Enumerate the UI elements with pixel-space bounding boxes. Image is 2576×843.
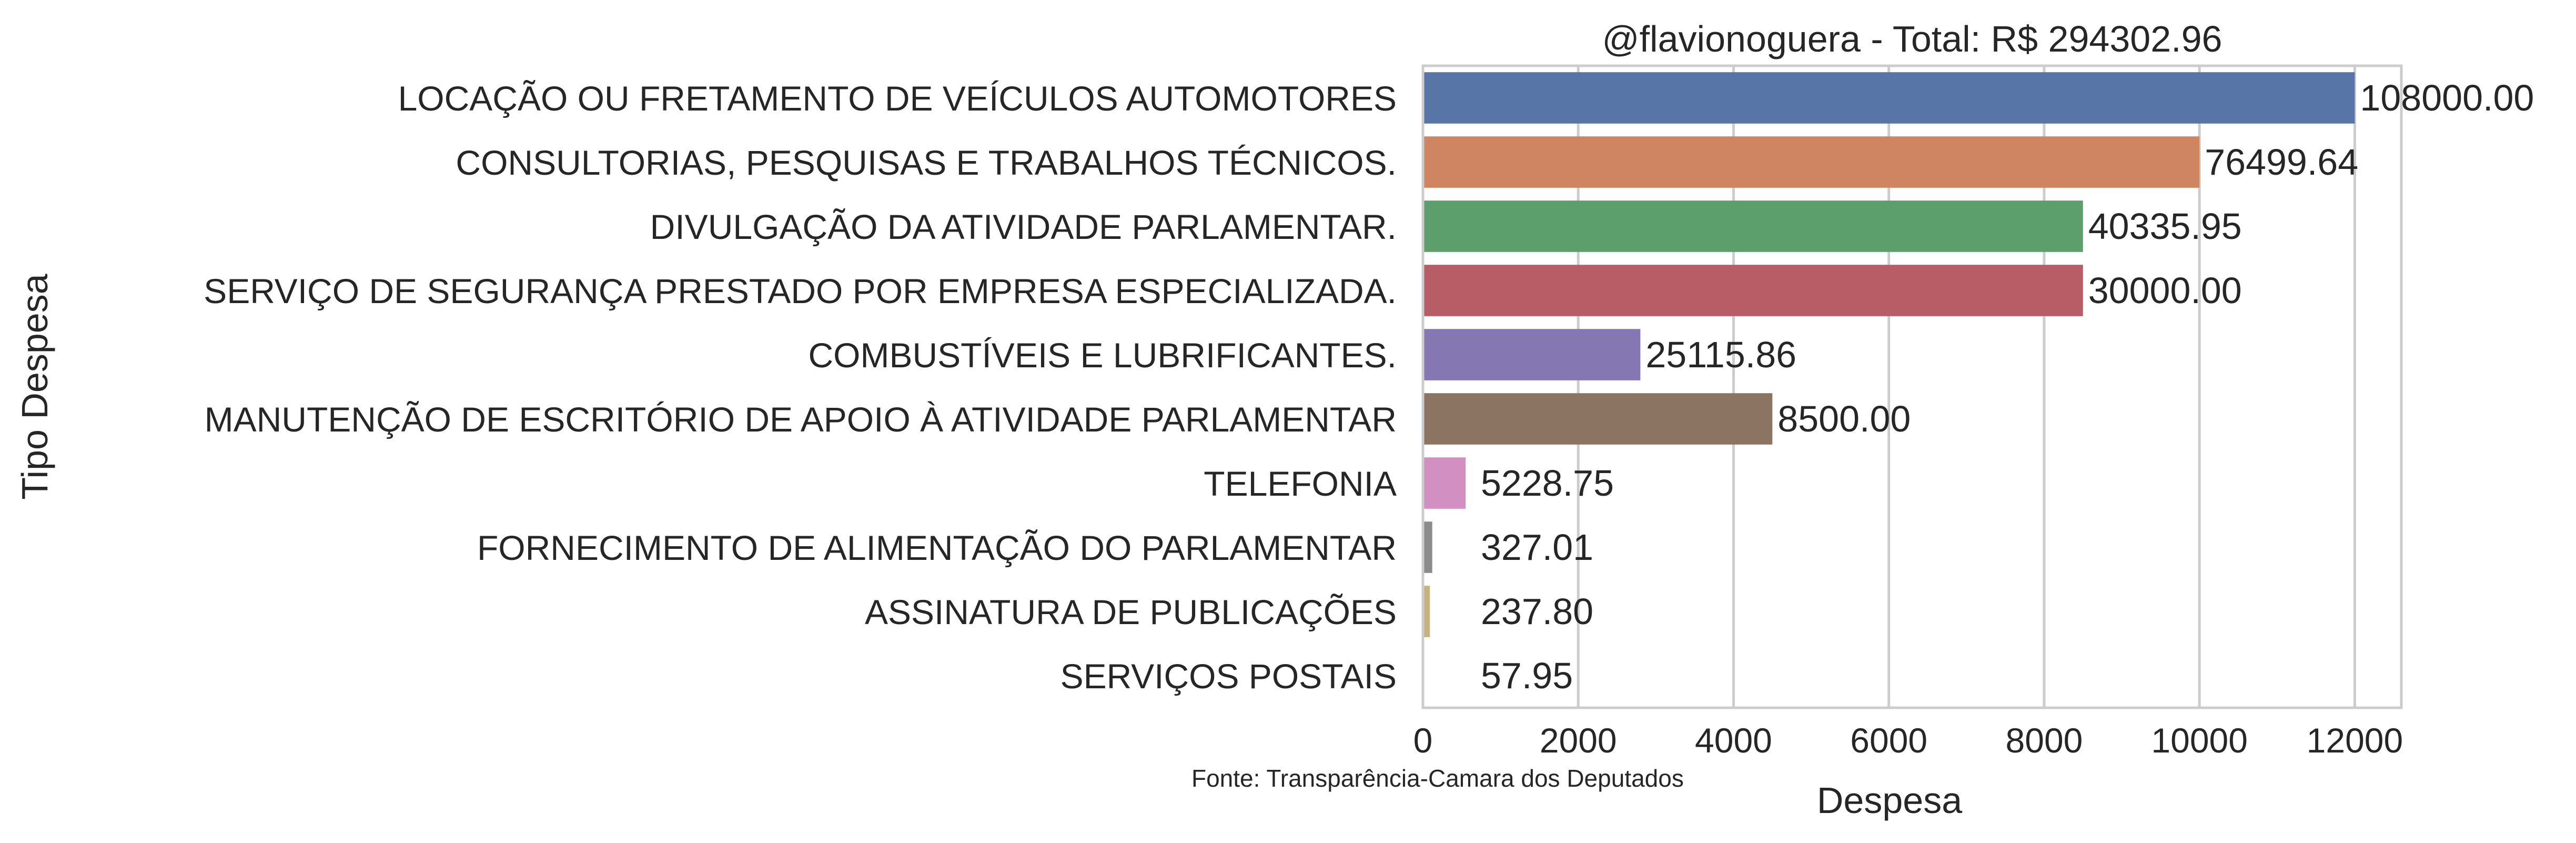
y-category-label: DIVULGAÇÃO DA ATIVIDADE PARLAMENTAR. bbox=[650, 207, 1397, 246]
bar bbox=[1423, 200, 2083, 252]
plot-frame bbox=[1421, 64, 2403, 709]
y-category-label: FORNECIMENTO DE ALIMENTAÇÃO DO PARLAMENT… bbox=[477, 528, 1397, 567]
y-category-label: ASSINATURA DE PUBLICAÇÕES bbox=[865, 593, 1397, 631]
chart-title: @flavionoguera - Total: R$ 294302.96 bbox=[1602, 18, 2223, 59]
bar bbox=[1423, 329, 1641, 380]
data-label: 57.95 bbox=[1481, 655, 1573, 696]
bar bbox=[1423, 265, 2083, 316]
data-label: 25115.86 bbox=[1645, 334, 1796, 375]
x-tick-label: 8000 bbox=[2006, 721, 2083, 760]
y-category-label: COMBUSTÍVEIS E LUBRIFICANTES. bbox=[808, 336, 1397, 375]
x-tick-labels: 0 2000 4000 6000 8000 10000 12000 bbox=[1413, 721, 2403, 760]
bar bbox=[1423, 72, 2355, 124]
data-label: 327.01 bbox=[1481, 527, 1593, 568]
data-label: 5228.75 bbox=[1481, 463, 1614, 504]
data-label: 30000.00 bbox=[2088, 270, 2242, 311]
data-label: 8500.00 bbox=[1777, 398, 1911, 439]
data-label: 237.80 bbox=[1481, 591, 1593, 632]
y-category-label: SERVIÇOS POSTAIS bbox=[1060, 657, 1397, 696]
y-category-label: MANUTENÇÃO DE ESCRITÓRIO DE APOIO À ATIV… bbox=[205, 400, 1397, 439]
x-axis-label: Despesa bbox=[1817, 780, 1962, 821]
data-label: 108000.00 bbox=[2360, 77, 2534, 118]
x-tick-label: 6000 bbox=[1850, 721, 1927, 760]
bar bbox=[1423, 457, 1466, 509]
x-tick-label: 2000 bbox=[1540, 721, 1617, 760]
bar bbox=[1423, 393, 1773, 445]
x-tick-label: 4000 bbox=[1695, 721, 1772, 760]
y-category-labels: LOCAÇÃO OU FRETAMENTO DE VEÍCULOS AUTOMO… bbox=[204, 79, 1397, 696]
data-label: 76499.64 bbox=[2205, 142, 2358, 183]
y-category-label: LOCAÇÃO OU FRETAMENTO DE VEÍCULOS AUTOMO… bbox=[398, 79, 1397, 118]
source-note: Fonte: Transparência-Camara dos Deputado… bbox=[1191, 765, 1684, 792]
y-axis-label: Tipo Despesa bbox=[14, 274, 55, 499]
bars bbox=[1423, 72, 2355, 701]
y-category-label: TELEFONIA bbox=[1204, 464, 1397, 503]
x-tick-label: 12000 bbox=[2307, 721, 2403, 760]
bar bbox=[1423, 136, 2200, 188]
x-tick-label: 10000 bbox=[2151, 721, 2248, 760]
data-label: 40335.95 bbox=[2088, 206, 2242, 247]
bar bbox=[1423, 586, 1430, 637]
x-tick-label: 0 bbox=[1413, 721, 1433, 760]
bar bbox=[1423, 521, 1432, 573]
y-category-label: CONSULTORIAS, PESQUISAS E TRABALHOS TÉCN… bbox=[456, 143, 1397, 182]
y-category-label: SERVIÇO DE SEGURANÇA PRESTADO POR EMPRES… bbox=[204, 272, 1397, 310]
